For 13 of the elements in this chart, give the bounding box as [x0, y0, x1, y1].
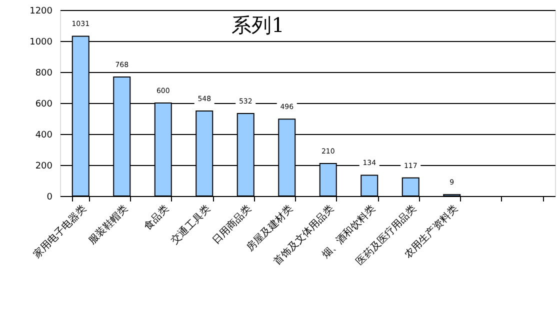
y-tick-label: 600 [35, 100, 53, 110]
y-tick-label: 0 [46, 192, 53, 202]
x-tick-label: 服装鞋帽类 [86, 202, 130, 247]
bar [360, 174, 378, 196]
x-tick-label: 食品类 [142, 202, 172, 232]
chart-title: 系列1 [232, 13, 284, 37]
y-tick-label: 800 [35, 68, 53, 78]
y-tick-label: 1000 [30, 38, 53, 48]
y-tick-label: 200 [35, 162, 53, 172]
x-tick-label: 交通工具类 [168, 202, 213, 247]
y-tick-label: 1200 [30, 6, 53, 16]
y-tick-label: 400 [35, 130, 53, 140]
x-tick-label: 家用电子电器类 [30, 202, 89, 261]
